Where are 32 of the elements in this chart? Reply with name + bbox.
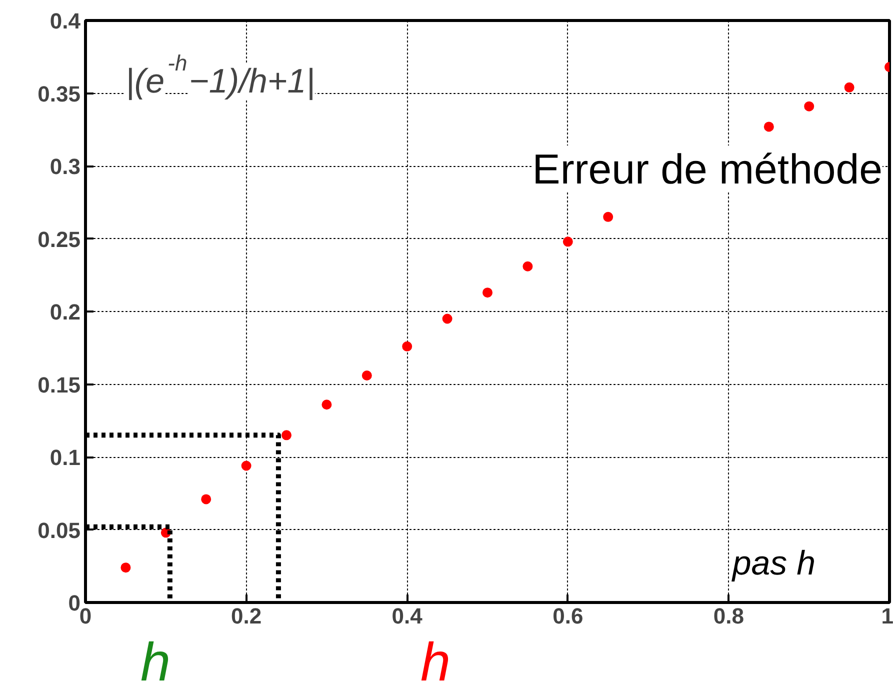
point [442, 314, 452, 324]
point [322, 400, 332, 410]
y-tick-label: 0.2 [50, 300, 81, 324]
x-tick-label: 0.6 [552, 604, 584, 628]
text: h [140, 632, 171, 690]
x-tick-label: 0.2 [231, 604, 262, 628]
annotation: pas h [731, 544, 816, 582]
x-tick-label: 1 [881, 604, 893, 628]
point [844, 82, 854, 92]
point [282, 430, 292, 440]
point [804, 101, 814, 112]
y-tick-label: 0.1 [50, 445, 81, 470]
point [603, 212, 614, 222]
y-tick-label: 0.15 [38, 372, 81, 398]
annotation: Erreur de méthode [532, 146, 883, 192]
point [522, 261, 533, 272]
y-tick-label: 0.25 [38, 226, 81, 252]
point [402, 341, 412, 352]
point [241, 460, 252, 471]
point [482, 288, 492, 298]
text: h [420, 632, 451, 690]
point [201, 494, 212, 504]
x-tick-label: 0.4 [392, 604, 424, 628]
point [764, 122, 774, 132]
x-tick-label: 0.8 [713, 604, 744, 628]
y-tick-label: 0.35 [38, 81, 81, 106]
y-tick-label: 0.05 [38, 518, 81, 543]
y-tick-label: 0.3 [50, 154, 81, 179]
point [562, 236, 573, 247]
point [120, 562, 131, 573]
point [362, 370, 372, 381]
y-tick-label: 0.4 [50, 8, 82, 34]
